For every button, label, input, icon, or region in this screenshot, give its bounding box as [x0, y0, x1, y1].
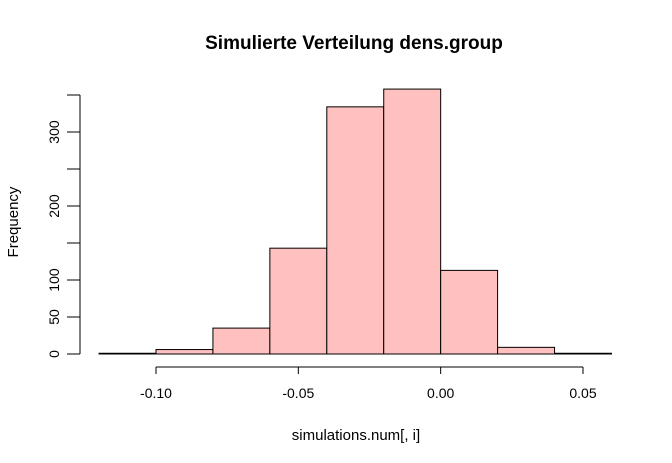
- x-axis-label: simulations.num[, i]: [292, 427, 420, 444]
- bars-group: [98, 88, 612, 355]
- x-axis: -0.10 -0.05 0.00 0.05: [140, 366, 597, 401]
- chart-title: Simulierte Verteilung dens.group: [205, 33, 503, 54]
- y-tick-label: 0: [46, 350, 62, 358]
- histogram-bar: [440, 269, 499, 355]
- histogram-bar: [212, 327, 271, 355]
- histogram-bar: [554, 352, 612, 355]
- histogram-bar: [98, 352, 157, 355]
- y-axis: 0 50 100 200 300: [46, 94, 81, 358]
- histogram-bar: [383, 88, 442, 355]
- x-tick-label: -0.10: [140, 385, 172, 401]
- x-tick-label: 0.05: [569, 385, 596, 401]
- y-tick-label: 50: [46, 309, 62, 325]
- x-tick-label: 0.00: [427, 385, 454, 401]
- histogram-bar: [326, 106, 385, 355]
- x-tick-label: -0.05: [282, 385, 314, 401]
- y-tick-label: 200: [46, 194, 62, 218]
- histogram-bar: [269, 247, 328, 355]
- y-axis-label: Frequency: [5, 186, 22, 257]
- histogram-bar: [497, 346, 556, 355]
- y-tick-label: 300: [46, 120, 62, 144]
- y-tick-label: 100: [46, 268, 62, 292]
- histogram-bar: [155, 349, 214, 355]
